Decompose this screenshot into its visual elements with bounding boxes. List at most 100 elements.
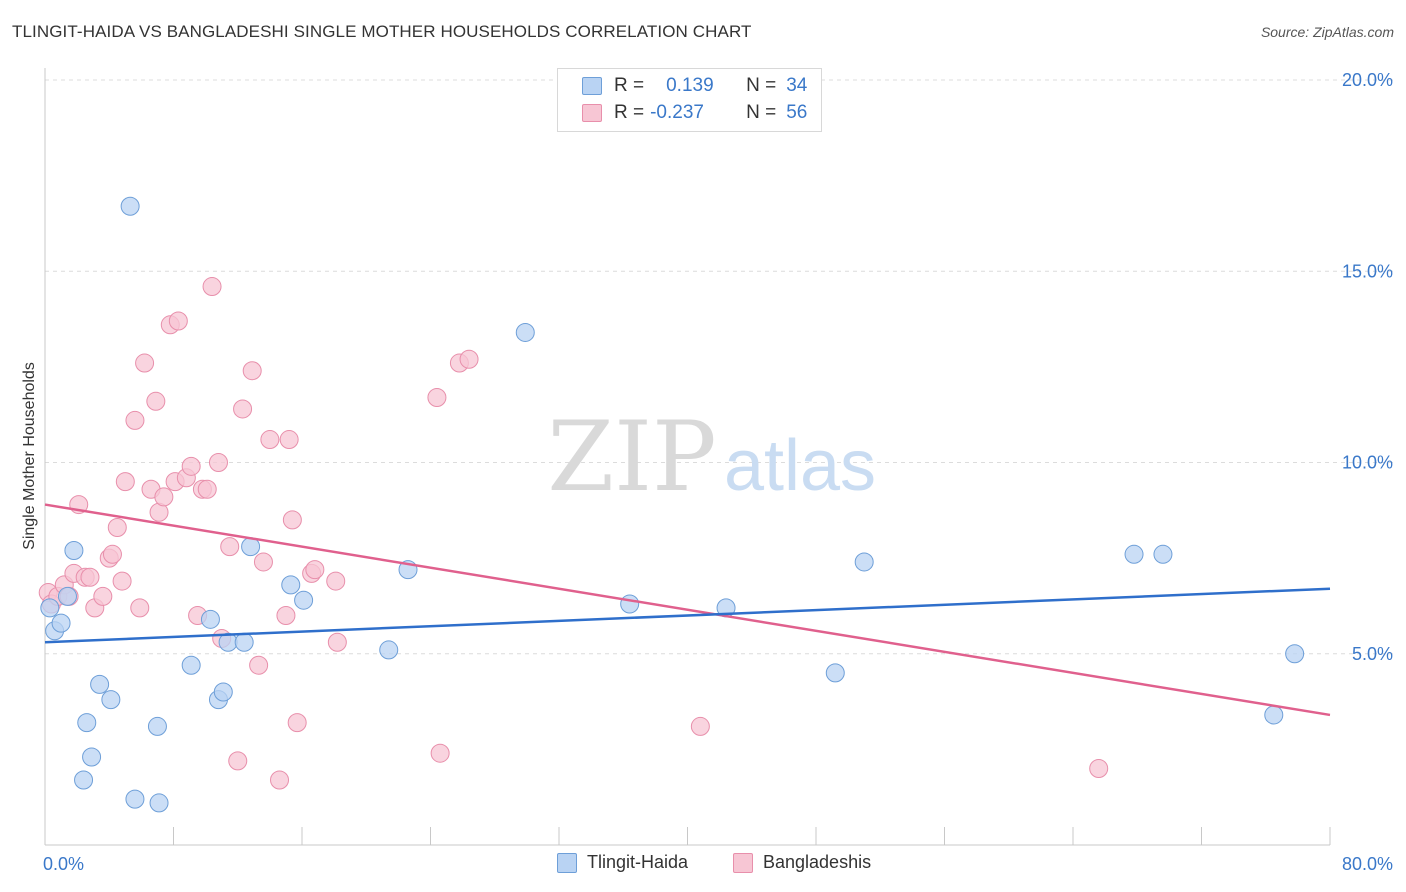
legend-r-label: R =	[614, 102, 645, 123]
legend-n-value: 34	[786, 75, 808, 96]
tlingit-haida-point	[379, 640, 399, 660]
x-tick-label: 0.0%	[43, 854, 84, 874]
tlingit-haida-point	[101, 690, 121, 710]
bangladeshis-point	[220, 537, 240, 557]
bangladeshis-point	[146, 391, 166, 411]
tlingit-haida-point	[120, 196, 140, 216]
bangladeshis-point	[249, 655, 269, 675]
bangladeshis-point	[130, 598, 150, 618]
bangladeshis-point	[168, 311, 188, 331]
bangladeshis-point	[282, 510, 302, 530]
bangladeshis-trend-line	[44, 503, 1331, 717]
tlingit-haida-point	[281, 575, 301, 595]
bangladeshis-point	[253, 552, 273, 572]
tlingit-haida-trend-line	[44, 587, 1331, 644]
tlingit-haida-point	[294, 590, 314, 610]
bangladeshis-point	[112, 571, 132, 591]
bangladeshis-point	[430, 743, 450, 763]
axes	[44, 68, 1331, 846]
bangladeshis-point	[270, 770, 290, 790]
tlingit-haida-point	[64, 540, 84, 560]
series-label-bangladeshis: Bangladeshis	[763, 852, 872, 872]
series-legend-bangladeshis: Bangladeshis	[733, 852, 871, 873]
tlingit-haida-point	[1264, 705, 1284, 725]
series-legend: Tlingit-Haida Bangladeshis	[0, 852, 1406, 876]
series-swatch-pink	[733, 852, 753, 873]
legend-r-value: 0.139	[666, 75, 714, 96]
y-axis-label: Single Mother Households	[21, 362, 38, 550]
tick-labels: 5.0% 10.0% 15.0% 20.0% 0.0% 80.0%	[43, 70, 1393, 874]
legend-swatch-pink	[582, 104, 602, 122]
bangladeshis-point	[181, 456, 201, 476]
bangladeshis-point	[202, 277, 222, 297]
tlingit-haida-point	[854, 552, 874, 572]
tlingit-haida-point	[181, 655, 201, 675]
bangladeshis-point	[233, 399, 253, 419]
bangladeshis-point	[1089, 759, 1109, 778]
y-tick-label: 5.0%	[1352, 644, 1393, 664]
legend-row-tlingit-haida: R = 0.139 N = 34	[582, 75, 807, 97]
bangladeshis-point	[279, 430, 299, 450]
tlingit-haida-point	[234, 632, 254, 652]
chart-source: Source: ZipAtlas.com	[1260, 24, 1394, 40]
bangladeshis-point	[276, 606, 296, 625]
tlingit-haida-point	[200, 609, 220, 629]
tlingit-haida-point	[125, 789, 145, 809]
bangladeshis-point	[305, 560, 325, 580]
tlingit-haida-point	[825, 663, 845, 683]
legend-n-label: N =	[746, 75, 777, 96]
tlingit-haida-points	[40, 196, 1305, 813]
bangladeshis-point	[287, 713, 307, 733]
bangladeshis-point	[115, 472, 135, 492]
bangladeshis-point	[327, 632, 347, 652]
tlingit-haida-point	[1285, 644, 1305, 664]
tlingit-haida-point	[74, 770, 94, 790]
bangladeshis-point	[427, 387, 447, 407]
bangladeshis-point	[102, 544, 122, 564]
bangladeshis-point	[208, 453, 228, 472]
tlingit-haida-point	[1124, 544, 1144, 564]
bangladeshis-points	[38, 277, 1109, 790]
tlingit-haida-point	[515, 322, 535, 342]
tlingit-haida-point	[40, 598, 60, 618]
series-swatch-blue	[557, 852, 577, 873]
tlingit-haida-point	[82, 747, 102, 767]
bangladeshis-point	[107, 518, 127, 538]
legend-n-label: N =	[746, 102, 777, 123]
correlation-legend: R = 0.139 N = 34 R = -0.237 N = 56	[557, 68, 822, 132]
chart-title: TLINGIT-HAIDA VS BANGLADESHI SINGLE MOTH…	[12, 22, 752, 41]
tlingit-haida-point	[213, 682, 233, 702]
bangladeshis-point	[197, 479, 217, 499]
trend-lines	[44, 503, 1331, 717]
legend-r-value: -0.237	[650, 102, 704, 123]
y-tick-label: 15.0%	[1342, 261, 1393, 281]
tlingit-haida-point	[51, 613, 71, 633]
y-tick-label: 10.0%	[1342, 453, 1393, 473]
bangladeshis-point	[459, 349, 479, 369]
bangladeshis-point	[125, 410, 145, 430]
bangladeshis-point	[228, 751, 248, 771]
legend-r-label: R =	[614, 75, 645, 96]
bangladeshis-point	[326, 571, 346, 591]
bangladeshis-point	[135, 353, 155, 373]
watermark-zip: ZIP	[547, 401, 716, 513]
x-tick-label: 80.0%	[1342, 854, 1393, 874]
bangladeshis-point	[154, 487, 174, 507]
watermark-atlas: atlas	[724, 426, 876, 506]
tlingit-haida-point	[1153, 544, 1173, 564]
bangladeshis-point	[260, 430, 280, 450]
tlingit-haida-point	[147, 716, 167, 736]
tlingit-haida-point	[149, 793, 169, 813]
bangladeshis-point	[80, 567, 100, 587]
bangladeshis-point	[690, 716, 710, 736]
legend-swatch-blue	[582, 77, 602, 95]
series-legend-tlingit-haida: Tlingit-Haida	[557, 852, 688, 873]
legend-n-value: 56	[786, 102, 808, 123]
tlingit-haida-point	[90, 674, 110, 694]
bangladeshis-point	[242, 361, 262, 381]
tlingit-haida-point	[620, 594, 640, 614]
bangladeshis-point	[93, 586, 113, 606]
watermark: ZIP atlas	[547, 401, 876, 513]
tlingit-haida-point	[57, 586, 77, 606]
